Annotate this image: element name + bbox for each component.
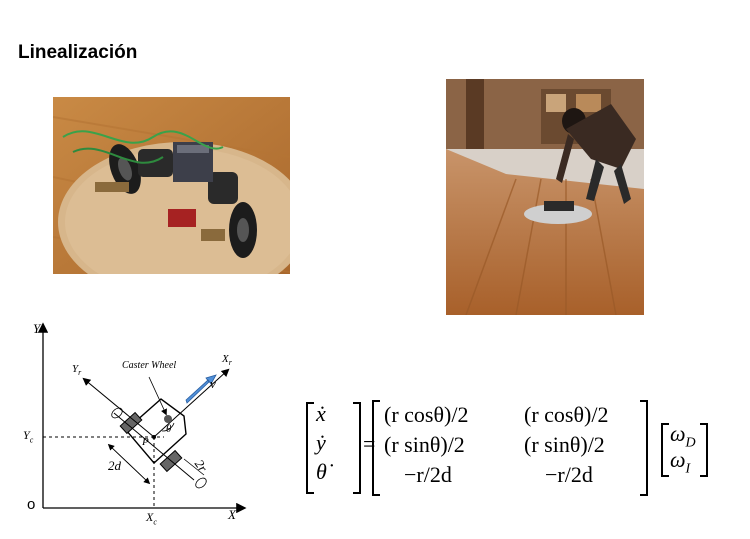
xc-label: Xc <box>146 510 157 527</box>
robot-body <box>125 398 187 465</box>
matrix-cell-2-0: −r/2d <box>404 462 452 487</box>
omega-d: ωD <box>670 421 696 451</box>
x-axis-label: X <box>228 507 236 522</box>
matrix-cell-2-1: −r/2d <box>545 462 593 487</box>
lhs-theta-dot: θ̇ <box>316 459 327 484</box>
two-d-label: 2d <box>108 458 121 473</box>
kinematic-diagram: Y X o Yc Xc Yr Xr Caster Wheel v θ P 2d … <box>14 315 264 527</box>
slide-title: Linealización <box>18 42 138 63</box>
lhs-y-dot: ẏ <box>316 430 326 455</box>
velocity-label: v <box>210 376 216 391</box>
matrix-cell-0-1: (r cosθ)/2 <box>524 402 609 427</box>
omega-i: ωI <box>670 447 691 477</box>
lhs-x-dot: ẋ <box>316 401 326 426</box>
caster-wheel-label: Caster Wheel <box>122 360 177 371</box>
yr-label: Yr <box>72 363 82 378</box>
yc-label: Yc <box>23 428 34 445</box>
person-with-robot-photo <box>446 79 644 315</box>
origin-label: o <box>27 496 36 513</box>
matrix-cell-1-0: (r sinθ)/2 <box>384 432 465 457</box>
theta-label: θ <box>166 423 172 435</box>
matrix-cell-1-1: (r sinθ)/2 <box>524 432 605 457</box>
robot-chassis-photo <box>53 97 290 274</box>
xr-label: Xr <box>222 353 232 368</box>
point-p-label: P <box>142 436 149 448</box>
y-axis-label: Y <box>33 321 41 336</box>
matrix-cell-0-0: (r cosθ)/2 <box>384 402 469 427</box>
